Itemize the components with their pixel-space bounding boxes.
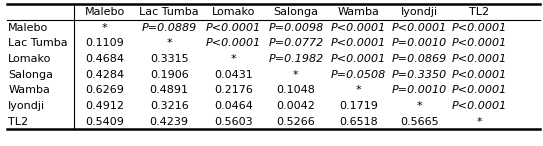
Text: 0.4891: 0.4891 xyxy=(150,85,188,95)
Text: 0.1048: 0.1048 xyxy=(276,85,315,95)
Text: 0.5603: 0.5603 xyxy=(214,117,253,127)
Text: P<0.0001: P<0.0001 xyxy=(392,23,447,33)
Text: P<0.0001: P<0.0001 xyxy=(452,85,507,95)
Text: P<0.0001: P<0.0001 xyxy=(206,38,261,48)
Text: Iyondji: Iyondji xyxy=(401,7,438,17)
Text: 0.0464: 0.0464 xyxy=(214,101,253,111)
Text: Wamba: Wamba xyxy=(337,7,380,17)
Text: 0.0042: 0.0042 xyxy=(276,101,315,111)
Text: *: * xyxy=(231,54,236,64)
Text: P=0.1982: P=0.1982 xyxy=(268,54,324,64)
Text: *: * xyxy=(477,117,482,127)
Text: P=0.0772: P=0.0772 xyxy=(268,38,324,48)
Text: 0.5665: 0.5665 xyxy=(400,117,439,127)
Text: TL2: TL2 xyxy=(469,7,490,17)
Text: Wamba: Wamba xyxy=(8,85,50,95)
Text: *: * xyxy=(416,101,422,111)
Text: P<0.0001: P<0.0001 xyxy=(331,38,386,48)
Text: 0.2176: 0.2176 xyxy=(214,85,253,95)
Text: Lac Tumba: Lac Tumba xyxy=(140,7,199,17)
Text: Salonga: Salonga xyxy=(8,70,53,80)
Text: 0.3315: 0.3315 xyxy=(150,54,188,64)
Text: 0.5266: 0.5266 xyxy=(276,117,315,127)
Text: P=0.0010: P=0.0010 xyxy=(392,85,447,95)
Text: P<0.0001: P<0.0001 xyxy=(331,54,386,64)
Text: 0.1109: 0.1109 xyxy=(85,38,124,48)
Text: P<0.0001: P<0.0001 xyxy=(452,101,507,111)
Text: 0.3216: 0.3216 xyxy=(150,101,188,111)
Text: 0.5409: 0.5409 xyxy=(85,117,124,127)
Text: P<0.0001: P<0.0001 xyxy=(452,54,507,64)
Text: *: * xyxy=(293,70,299,80)
Text: 0.4284: 0.4284 xyxy=(85,70,124,80)
Text: 0.0431: 0.0431 xyxy=(214,70,253,80)
Text: P=0.0869: P=0.0869 xyxy=(392,54,447,64)
Text: Lomako: Lomako xyxy=(8,54,52,64)
Text: 0.1719: 0.1719 xyxy=(339,101,378,111)
Text: P=0.0889: P=0.0889 xyxy=(142,23,197,33)
Text: 0.1906: 0.1906 xyxy=(150,70,188,80)
Text: Salonga: Salonga xyxy=(274,7,318,17)
Text: Malebo: Malebo xyxy=(8,23,48,33)
Text: Malebo: Malebo xyxy=(85,7,125,17)
Text: P<0.0001: P<0.0001 xyxy=(452,23,507,33)
Text: P<0.0001: P<0.0001 xyxy=(331,23,386,33)
Text: P=0.0508: P=0.0508 xyxy=(331,70,386,80)
Text: *: * xyxy=(102,23,108,33)
Text: 0.4684: 0.4684 xyxy=(85,54,124,64)
Text: Iyondji: Iyondji xyxy=(8,101,45,111)
Text: P<0.0001: P<0.0001 xyxy=(206,23,261,33)
Text: TL2: TL2 xyxy=(8,117,28,127)
Text: *: * xyxy=(356,85,361,95)
Text: 0.6518: 0.6518 xyxy=(339,117,378,127)
Text: 0.4912: 0.4912 xyxy=(85,101,124,111)
Text: P=0.3350: P=0.3350 xyxy=(392,70,447,80)
Text: 0.6269: 0.6269 xyxy=(85,85,124,95)
Text: P<0.0001: P<0.0001 xyxy=(452,38,507,48)
Text: P=0.0010: P=0.0010 xyxy=(392,38,447,48)
Text: Lomako: Lomako xyxy=(212,7,255,17)
Text: P=0.0098: P=0.0098 xyxy=(268,23,324,33)
Text: 0.4239: 0.4239 xyxy=(150,117,188,127)
Text: *: * xyxy=(166,38,172,48)
Text: P<0.0001: P<0.0001 xyxy=(452,70,507,80)
Text: Lac Tumba: Lac Tumba xyxy=(8,38,68,48)
